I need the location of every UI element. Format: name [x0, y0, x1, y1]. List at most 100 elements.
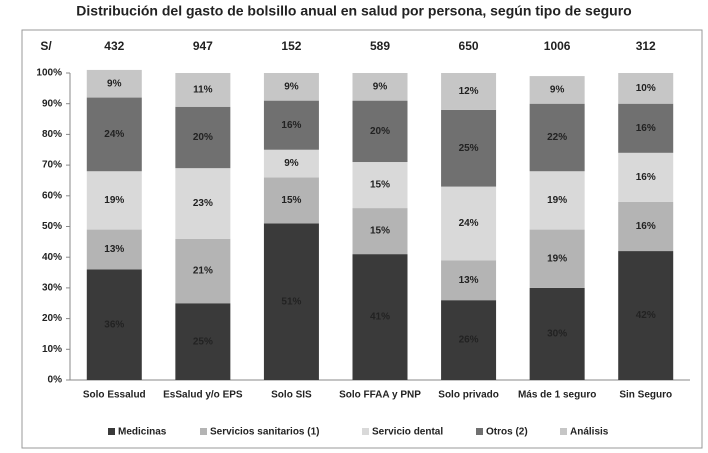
chart-title: Distribución del gasto de bolsillo anual…: [76, 3, 631, 19]
data-label: 20%: [370, 126, 390, 137]
data-label: 41%: [370, 312, 390, 323]
data-label: 16%: [636, 221, 656, 232]
bar-segment: [441, 73, 497, 110]
bar-segment: [263, 73, 319, 101]
bar-segment: [618, 73, 674, 104]
y-tick-label: 60%: [42, 190, 62, 201]
bar-segment: [86, 97, 142, 172]
legend-label: Otros (2): [486, 427, 528, 438]
y-tick-label: 10%: [42, 344, 62, 355]
y-tick-label: 30%: [42, 283, 62, 294]
bar-segment: [263, 177, 319, 224]
bar-segment: [263, 223, 319, 380]
total-label: 589: [370, 39, 390, 53]
x-tick-label: Solo Essalud: [83, 390, 146, 401]
data-label: 51%: [281, 296, 301, 307]
y-tick-label: 0%: [48, 375, 63, 386]
total-label: 152: [281, 39, 301, 53]
totals-label: S/: [40, 39, 52, 53]
y-tick-label: 70%: [42, 160, 62, 171]
data-label: 19%: [547, 253, 567, 264]
bar-segment: [529, 287, 585, 380]
data-label: 15%: [281, 195, 301, 206]
data-label: 9%: [550, 85, 565, 96]
legend-swatch: [362, 428, 369, 435]
bar-segment: [441, 109, 497, 187]
total-label: 312: [636, 39, 656, 53]
data-label: 19%: [547, 195, 567, 206]
bar-segment: [175, 238, 231, 304]
x-tick-label: Más de 1 seguro: [518, 390, 596, 401]
data-label: 21%: [193, 266, 213, 277]
bar-segment: [529, 76, 585, 104]
y-tick-label: 80%: [42, 129, 62, 140]
legend-label: Medicinas: [118, 427, 167, 438]
total-label: 650: [459, 39, 479, 53]
data-label: 13%: [104, 244, 124, 255]
bar-segment: [352, 100, 408, 163]
data-label: 9%: [284, 81, 299, 92]
data-label: 25%: [193, 336, 213, 347]
x-tick-label: EsSalud y/o EPS: [163, 390, 243, 401]
data-label: 30%: [547, 329, 567, 340]
data-label: 20%: [193, 132, 213, 143]
data-label: 24%: [459, 218, 479, 229]
x-tick-label: Solo FFAA y PNP: [339, 390, 421, 401]
total-label: 432: [104, 39, 124, 53]
bar-segment: [529, 171, 585, 230]
data-label: 12%: [459, 86, 479, 97]
data-label: 42%: [636, 310, 656, 321]
data-label: 9%: [107, 78, 122, 89]
data-label: 16%: [281, 120, 301, 131]
y-tick-label: 100%: [36, 68, 62, 79]
legend-swatch: [560, 428, 567, 435]
legend-swatch: [108, 428, 115, 435]
data-label: 16%: [636, 172, 656, 183]
bar-segment: [86, 269, 142, 380]
bar-segment: [529, 229, 585, 288]
data-label: 19%: [104, 195, 124, 206]
data-label: 22%: [547, 132, 567, 143]
data-label: 11%: [193, 85, 213, 96]
bar-segment: [618, 201, 674, 252]
bar-segment: [441, 186, 497, 261]
bar-segment: [352, 208, 408, 255]
y-tick-label: 20%: [42, 313, 62, 324]
bar-segment: [618, 152, 674, 202]
bar-segment: [263, 149, 319, 178]
data-label: 25%: [459, 143, 479, 154]
chart-frame: [21, 29, 703, 449]
x-tick-label: Sin Seguro: [619, 390, 672, 401]
x-tick-label: Solo SIS: [271, 390, 312, 401]
legend-swatch: [200, 428, 207, 435]
y-tick-label: 90%: [42, 98, 62, 109]
bar-segment: [175, 303, 231, 380]
bar-segment: [529, 103, 585, 172]
data-label: 24%: [104, 129, 124, 140]
y-tick-label: 40%: [42, 252, 62, 263]
total-label: 947: [193, 39, 213, 53]
data-label: 23%: [193, 198, 213, 209]
bar-segment: [618, 103, 674, 153]
bar-segment: [441, 260, 497, 301]
data-label: 26%: [459, 335, 479, 346]
bar-segment: [86, 229, 142, 270]
data-label: 15%: [370, 180, 390, 191]
data-label: 9%: [284, 158, 299, 169]
legend-label: Servicio dental: [372, 427, 443, 438]
data-label: 10%: [636, 83, 656, 94]
bar-segment: [352, 162, 408, 209]
legend-swatch: [476, 428, 483, 435]
x-tick-label: Solo privado: [438, 390, 499, 401]
bar-segment: [352, 254, 408, 380]
data-label: 16%: [636, 123, 656, 134]
legend-label: Análisis: [570, 427, 609, 438]
bar-segment: [86, 69, 142, 98]
data-label: 13%: [459, 275, 479, 286]
data-label: 36%: [104, 319, 124, 330]
bar-segment: [175, 106, 231, 169]
y-tick-label: 50%: [42, 221, 62, 232]
data-label: 9%: [373, 81, 388, 92]
